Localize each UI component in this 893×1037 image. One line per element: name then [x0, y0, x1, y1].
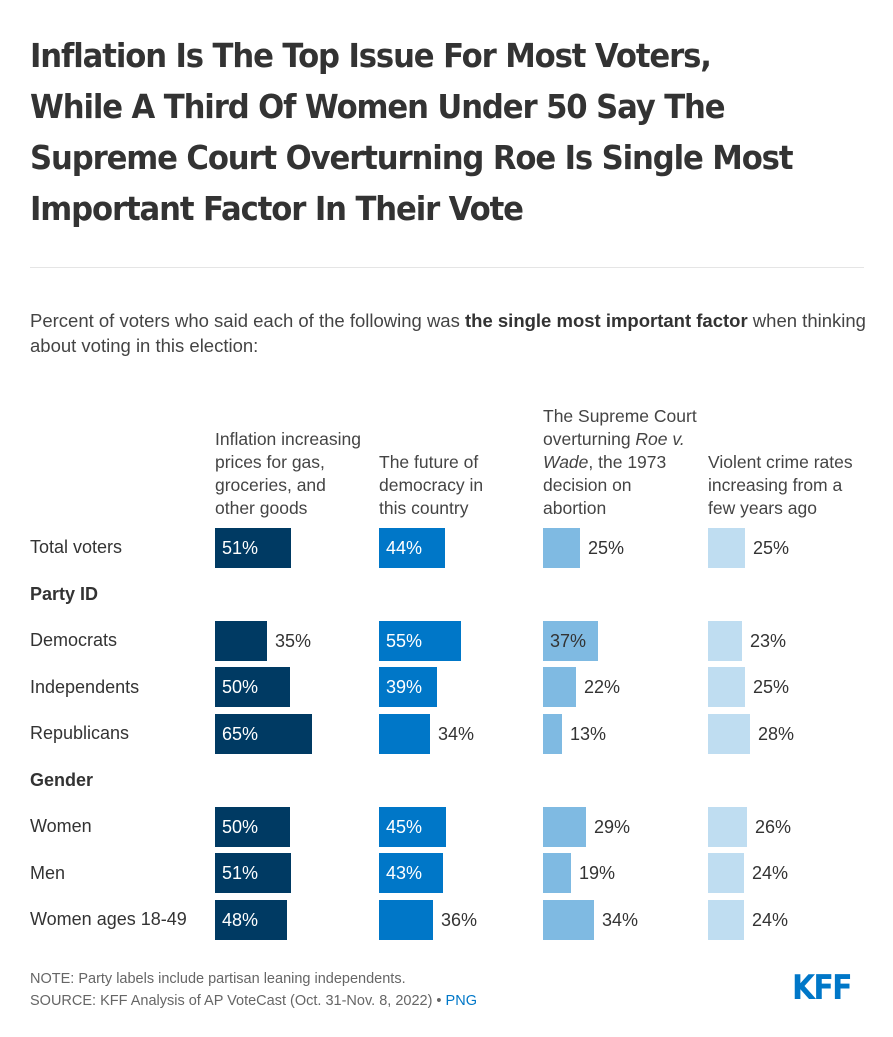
bar [708, 853, 744, 893]
row-label-republicans: Republicans [30, 723, 130, 743]
bar [379, 900, 433, 940]
bar [708, 714, 750, 754]
column-header-text: The future of democracy in this country [379, 452, 484, 518]
bar-value-label: 55% [386, 631, 423, 651]
bar [543, 621, 598, 661]
row-label-women: Women [30, 816, 92, 836]
bar-value-label: 51% [222, 538, 259, 558]
group-label-gender: Gender [30, 770, 94, 790]
column-header-democracy: The future of democracy in this country [379, 451, 504, 520]
column-header-text: Violent crime rates increasing from a fe… [708, 452, 853, 518]
bar [215, 528, 291, 568]
bar [379, 714, 430, 754]
bar [215, 853, 291, 893]
bar [215, 900, 287, 940]
row-label-men: Men [30, 863, 66, 883]
bar-value-label: 34% [602, 910, 639, 930]
bar-value-label: 50% [222, 817, 259, 837]
group-label-party-id: Party ID [30, 584, 99, 604]
chart-title: Inflation Is The Top Issue For Most Vote… [30, 36, 793, 228]
chart-subtitle: Percent of voters who said each of the f… [30, 308, 870, 358]
bar [543, 714, 562, 754]
column-header-text: Inflation increasing prices for gas, gro… [215, 429, 361, 518]
bar-value-label: 35% [275, 631, 312, 651]
png-download-link[interactable]: PNG [445, 993, 477, 1009]
column-header-crime: Violent crime rates increasing from a fe… [708, 451, 868, 520]
bar-value-label: 29% [594, 817, 631, 837]
bar-value-label: 26% [755, 817, 792, 837]
bar [215, 807, 290, 847]
footer-note: NOTE: Party labels include partisan lean… [30, 971, 406, 987]
bar-value-label: 48% [222, 910, 259, 930]
bar-value-label: 28% [758, 724, 795, 744]
column-header-text: The Supreme Court overturning [543, 406, 697, 449]
bar-value-label: 25% [753, 538, 790, 558]
bar [708, 900, 744, 940]
footer: NOTE: Party labels include partisan lean… [30, 968, 477, 1012]
bar-value-label: 34% [438, 724, 475, 744]
bar-value-label: 23% [750, 631, 787, 651]
bar [379, 667, 437, 707]
bar [379, 853, 443, 893]
bar [379, 621, 461, 661]
bar-value-label: 45% [386, 817, 423, 837]
bar-value-label: 44% [386, 538, 423, 558]
subtitle-suffix: when thinking about voting in this elect… [30, 310, 866, 356]
bar-value-label: 25% [753, 677, 790, 697]
column-header-text: , the 1973 decision on abortion [543, 452, 667, 518]
bar [543, 807, 586, 847]
bar-value-label: 24% [752, 863, 789, 883]
bar [543, 667, 576, 707]
row-label-total-voters: Total voters [30, 537, 123, 557]
bar [708, 667, 745, 707]
bar-value-label: 37% [550, 631, 587, 651]
bar-value-label: 51% [222, 863, 259, 883]
bar [708, 807, 747, 847]
subtitle-prefix: Percent of voters who said each of the f… [30, 310, 465, 331]
bar [215, 667, 290, 707]
bar [379, 807, 446, 847]
bar-value-label: 39% [386, 677, 423, 697]
row-label-women-18-49: Women ages 18-49 [30, 909, 187, 929]
bar-value-label: 36% [441, 910, 478, 930]
bar-value-label: 13% [570, 724, 607, 744]
bar-value-label: 24% [752, 910, 789, 930]
bar-value-label: 50% [222, 677, 259, 697]
kff-logo: KFF [792, 968, 853, 1008]
bar-value-label: 25% [588, 538, 625, 558]
bar-value-label: 19% [579, 863, 616, 883]
footer-source-line: SOURCE: KFF Analysis of AP VoteCast (Oct… [30, 990, 477, 1012]
row-label-independents: Independents [30, 677, 140, 697]
bar [708, 528, 745, 568]
row-label-democrats: Democrats [30, 630, 118, 650]
bar [543, 528, 580, 568]
bar-value-label: 22% [584, 677, 621, 697]
subtitle-emphasis: the single most important factor [465, 310, 748, 331]
bar [215, 714, 312, 754]
bar [215, 621, 267, 661]
bar [708, 621, 742, 661]
column-header-inflation: Inflation increasing prices for gas, gro… [215, 428, 370, 520]
title-divider [30, 267, 864, 268]
bar-value-label: 43% [386, 863, 423, 883]
bar [543, 853, 571, 893]
bar [543, 900, 594, 940]
column-header-text: Roe v. Wade [543, 429, 685, 472]
bar-value-label: 65% [222, 724, 259, 744]
footer-source: SOURCE: KFF Analysis of AP VoteCast (Oct… [30, 993, 433, 1009]
column-header-roe: The Supreme Court overturning Roe v. Wad… [543, 405, 698, 520]
bar [379, 528, 445, 568]
footer-separator: • [432, 993, 446, 1009]
